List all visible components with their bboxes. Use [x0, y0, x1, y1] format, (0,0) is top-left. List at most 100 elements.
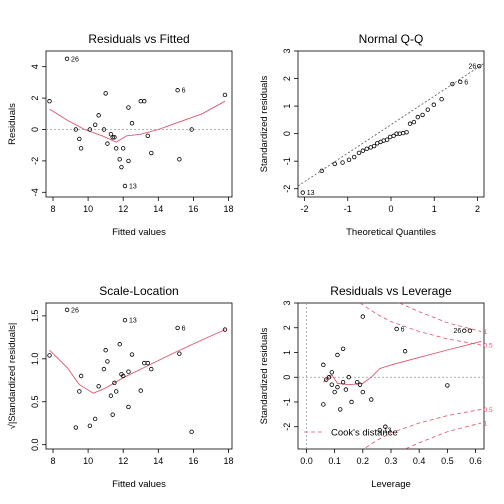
- y-axis-label: Residuals: [7, 103, 18, 145]
- data-point: [64, 307, 70, 313]
- data-point: [321, 362, 326, 368]
- x-tick-label: 0.5: [441, 456, 454, 466]
- data-point: [346, 157, 352, 163]
- data-point: [326, 375, 332, 380]
- point-id-label: 26: [453, 328, 461, 335]
- y-axis-label: √|Standardized residuals|: [7, 323, 18, 430]
- data-point: [360, 314, 366, 319]
- point-id-label: 6: [464, 79, 468, 86]
- data-point: [73, 127, 79, 132]
- x-tick-label: -2: [300, 204, 308, 214]
- x-tick-label: 18: [223, 204, 233, 214]
- x-tick-label: 0.4: [413, 456, 426, 466]
- data-point: [400, 130, 406, 136]
- data-point: [129, 121, 135, 126]
- y-tick-label: 3: [282, 300, 292, 305]
- data-point: [340, 346, 346, 351]
- data-point: [467, 328, 473, 333]
- y-tick-label: -2: [30, 157, 40, 165]
- plot-area: [46, 56, 232, 189]
- data-point: [117, 157, 122, 162]
- x-tick-label: 18: [223, 456, 233, 466]
- data-point: [119, 164, 124, 170]
- data-point: [407, 121, 413, 126]
- data-point: [364, 146, 369, 151]
- point-id-label: 13: [384, 428, 392, 435]
- data-point: [420, 112, 425, 118]
- data-point: [122, 183, 128, 189]
- data-point: [92, 122, 98, 127]
- x-axis-label: Theoretical Quantiles: [346, 227, 436, 238]
- data-point: [96, 113, 101, 118]
- data-point: [394, 131, 399, 136]
- data-point: [356, 150, 362, 156]
- data-point: [335, 352, 340, 358]
- data-point: [108, 393, 114, 398]
- data-point: [149, 366, 154, 372]
- data-point: [450, 81, 455, 87]
- data-point: [319, 168, 324, 174]
- data-point: [77, 389, 82, 394]
- x-tick-label: 0: [388, 204, 393, 214]
- legend-label: Cook's distance: [331, 428, 398, 439]
- y-tick-label: 2: [282, 325, 292, 330]
- cooks-distance-curve: [399, 303, 482, 332]
- data-point: [394, 326, 399, 332]
- y-tick-label: -2: [282, 185, 292, 193]
- plot-title: Normal Q-Q: [359, 32, 424, 46]
- x-tick-label: -1: [344, 204, 352, 214]
- cooks-level-label: 0.5: [484, 343, 493, 350]
- cooks-level-label: 1: [484, 329, 488, 336]
- data-point: [103, 348, 108, 353]
- data-point: [321, 402, 326, 407]
- y-axis-label: Standardized residuals: [259, 327, 270, 424]
- y-tick-label: 0: [30, 127, 40, 132]
- plot-frame: [45, 302, 233, 450]
- point-id-label: 6: [182, 88, 186, 95]
- data-point: [129, 352, 135, 357]
- y-tick-label: -1: [282, 157, 292, 165]
- x-tick-label: 10: [83, 204, 93, 214]
- data-point: [383, 424, 388, 429]
- y-tick-label: 0: [282, 131, 292, 136]
- x-tick-label: 16: [188, 456, 198, 466]
- y-axis-label: Standardized residuals: [259, 75, 270, 172]
- data-point: [425, 107, 430, 112]
- plot-title: Scale-Location: [99, 284, 178, 298]
- y-tick-label: 0.0: [30, 438, 40, 451]
- data-point: [329, 382, 335, 387]
- data-point: [222, 327, 228, 332]
- data-point: [87, 127, 93, 132]
- cooks-distance-curve: [359, 303, 482, 346]
- data-point: [332, 389, 337, 395]
- data-point: [177, 157, 182, 162]
- data-point: [113, 389, 119, 394]
- data-point: [117, 342, 122, 347]
- y-tick-label: -4: [30, 188, 40, 196]
- data-point: [404, 130, 409, 135]
- data-point: [323, 377, 329, 382]
- data-point: [332, 161, 337, 167]
- y-tick-label: -1: [282, 398, 292, 406]
- y-tick-label: 2: [282, 76, 292, 81]
- point-id-label: 26: [468, 64, 476, 71]
- data-point: [101, 127, 107, 132]
- data-point: [360, 389, 366, 395]
- data-point: [369, 397, 374, 402]
- smooth-line: [49, 329, 226, 394]
- data-point: [371, 143, 377, 149]
- point-id-label: 13: [307, 190, 315, 197]
- y-tick-label: 4: [30, 64, 40, 69]
- data-point: [78, 373, 84, 379]
- y-tick-label: 1.0: [30, 353, 40, 366]
- x-tick-label: 16: [188, 204, 198, 214]
- data-point: [415, 114, 421, 120]
- data-point: [384, 137, 390, 142]
- data-point: [189, 127, 194, 132]
- plot-area: [47, 307, 228, 435]
- cooks-level-label: 1: [484, 421, 488, 428]
- data-point: [47, 353, 52, 358]
- plot-area: [298, 63, 484, 195]
- data-point: [477, 63, 482, 69]
